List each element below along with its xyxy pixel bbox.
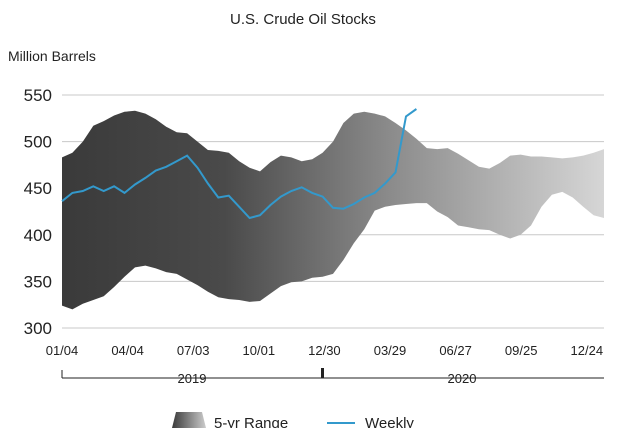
x-tick-label: 10/01 (243, 343, 276, 358)
y-tick-label: 350 (24, 272, 52, 291)
legend: 5-yr Range Weekly (172, 412, 414, 428)
y-tick-label: 450 (24, 179, 52, 198)
year-axis: 2019 2020 (61, 368, 604, 386)
legend-range-label: 5-yr Range (214, 415, 288, 428)
legend-weekly-label: Weekly (365, 415, 414, 428)
year-label-2019: 2019 (178, 371, 207, 386)
x-tick-label: 03/29 (374, 343, 407, 358)
y-axis-label: Million Barrels (8, 48, 96, 64)
x-tick-label: 07/03 (177, 343, 210, 358)
weekly-series-line (61, 108, 417, 220)
y-axis-ticks: 300 350 400 450 500 550 (24, 86, 52, 338)
chart-title: U.S. Crude Oil Stocks (230, 11, 376, 28)
x-tick-label: 12/30 (308, 343, 341, 358)
y-tick-label: 300 (24, 319, 52, 338)
x-tick-label: 06/27 (439, 343, 472, 358)
x-tick-label: 04/04 (111, 343, 144, 358)
x-tick-label: 09/25 (505, 343, 538, 358)
x-tick-label: 01/04 (46, 343, 79, 358)
y-tick-label: 550 (24, 86, 52, 105)
x-tick-label: 12/24 (571, 343, 604, 358)
y-tick-label: 400 (24, 226, 52, 245)
legend-range-swatch (172, 412, 206, 428)
y-tick-label: 500 (24, 133, 52, 152)
x-axis-ticks: 01/04 04/04 07/03 10/01 12/30 03/29 06/27 09/25… (46, 343, 603, 358)
year-label-2020: 2020 (448, 371, 477, 386)
five-year-range-area (62, 110, 604, 310)
